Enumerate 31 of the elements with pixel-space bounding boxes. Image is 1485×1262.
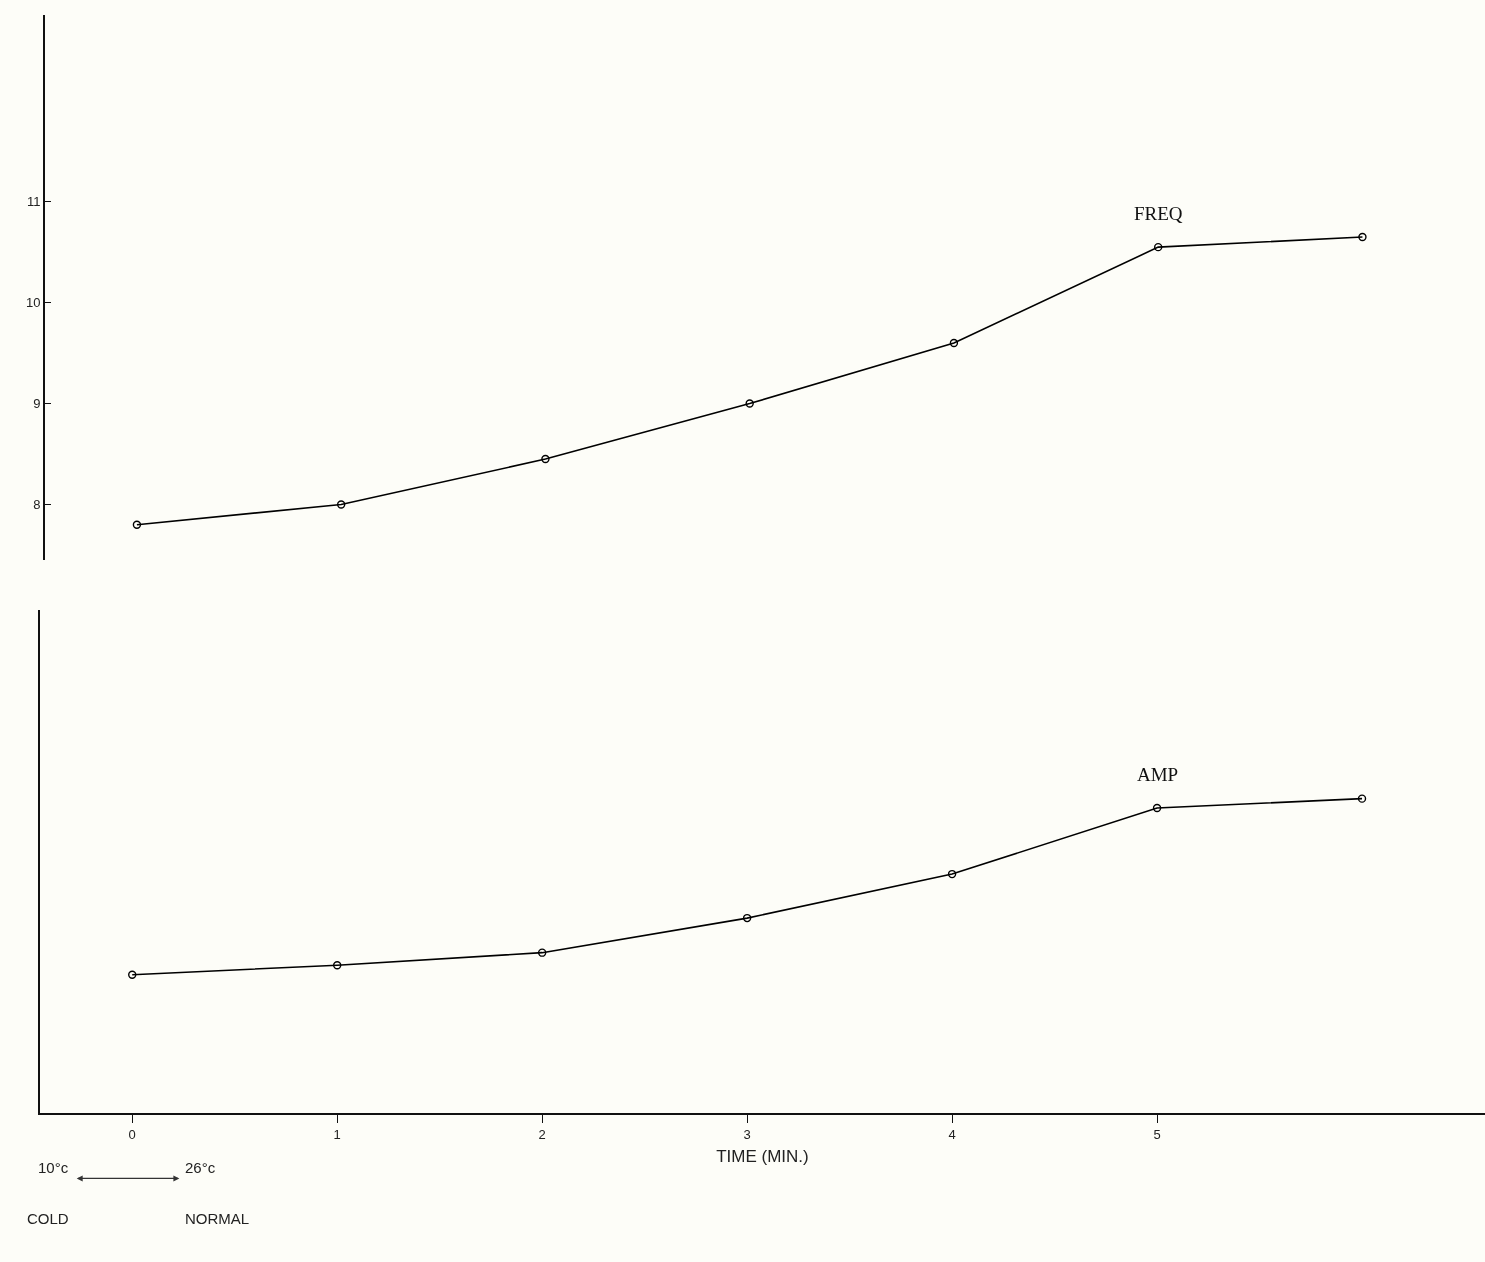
x-tick-label: 2	[538, 1126, 546, 1142]
point	[333, 961, 342, 970]
point	[947, 869, 957, 879]
text: 26°c	[185, 1159, 216, 1176]
point	[336, 500, 346, 509]
point	[541, 454, 550, 464]
point	[1357, 794, 1367, 803]
point	[742, 913, 752, 923]
point	[1152, 803, 1162, 813]
point	[132, 520, 142, 529]
point	[537, 948, 547, 957]
x-axis-title: TIME (MIN.)	[716, 1147, 809, 1167]
text: 10°c	[38, 1159, 69, 1176]
y-tick-label: 10	[25, 295, 41, 311]
x-tick-label: 3	[743, 1126, 751, 1142]
point	[128, 970, 137, 979]
x-tick-label: 4	[948, 1126, 956, 1142]
text: NORMAL	[185, 1210, 250, 1227]
series-label: AMP	[1137, 764, 1179, 785]
point	[1153, 242, 1163, 252]
x-tick-label: 0	[128, 1126, 136, 1142]
x-tick-label: 1	[333, 1126, 341, 1142]
y-tick-label: 11	[26, 194, 41, 210]
y-tick-label: 9	[33, 396, 41, 412]
text: COLD	[27, 1210, 69, 1227]
series-label: FREQ	[1134, 203, 1183, 224]
point	[949, 338, 959, 348]
point	[1358, 232, 1367, 242]
point	[745, 399, 754, 408]
y-tick-label: 8	[33, 497, 41, 513]
x-tick-label: 5	[1153, 1126, 1161, 1142]
